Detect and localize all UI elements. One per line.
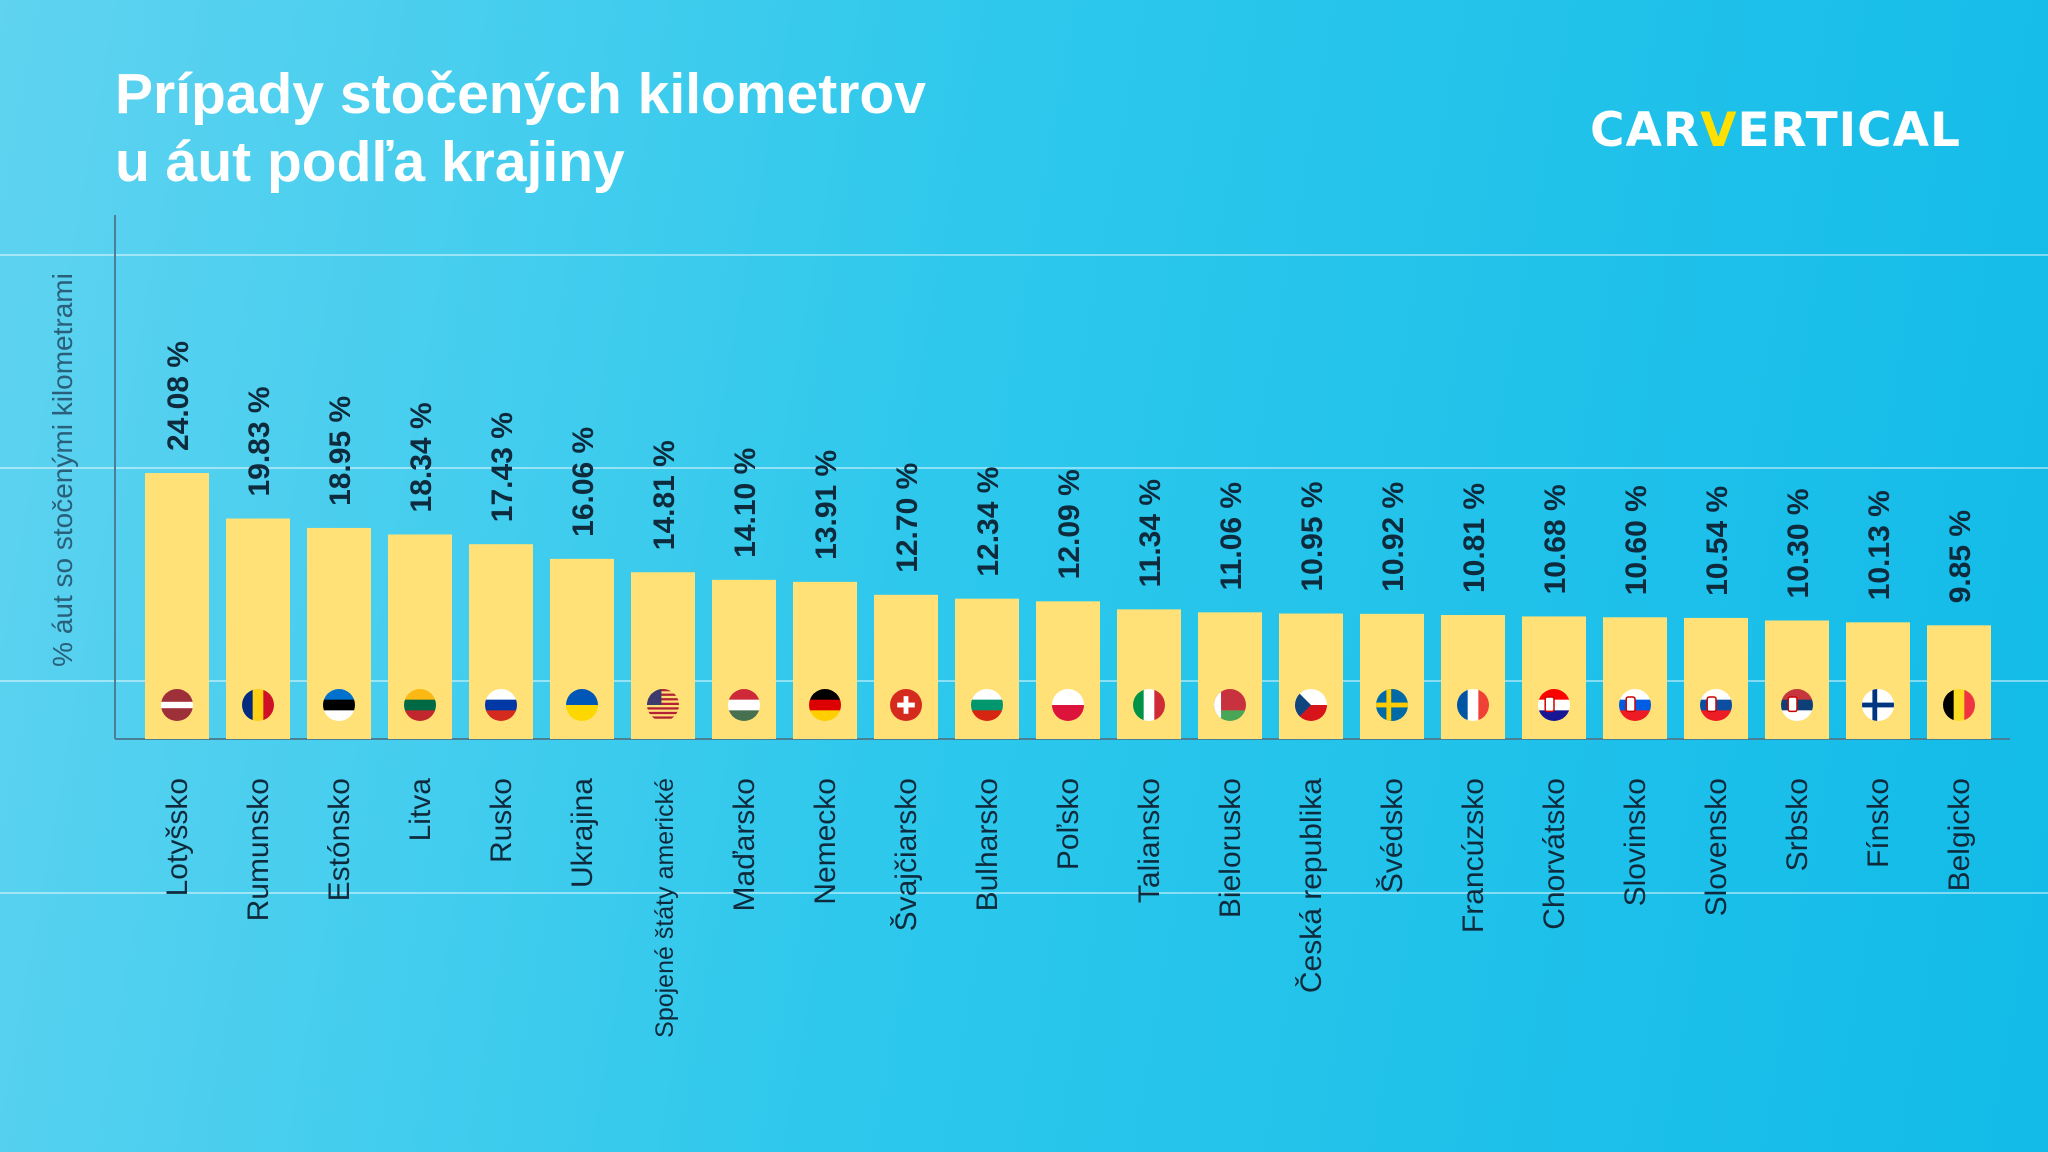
value-label: 11.34 % [1134,479,1167,587]
logo-text-ertical: ERTICAL [1737,103,1961,158]
croatia-flag-icon [1538,689,1570,721]
category-label: Fínsko [1862,778,1895,868]
category-label: Rusko [485,778,518,863]
category-label: Rumunsko [242,778,275,921]
value-label: 18.95 % [324,396,357,506]
value-label: 17.43 % [486,412,519,522]
value-label: 24.08 % [162,341,195,451]
value-label: 10.54 % [1701,486,1734,596]
value-label: 10.60 % [1620,485,1653,595]
y-axis-label: % áut so stočenými kilometrami [47,273,78,667]
category-label: Ukrajina [566,778,599,888]
switzerland-flag-icon [890,689,922,721]
value-label: 9.85 % [1944,510,1977,603]
france-flag-icon [1457,689,1489,721]
value-label: 10.13 % [1863,490,1896,600]
estonia-flag-icon [323,689,355,721]
value-label: 10.30 % [1782,488,1815,598]
category-label: Francúzsko [1457,778,1490,933]
value-label: 16.06 % [567,427,600,537]
category-label: Bulharsko [971,778,1004,911]
czech-flag-icon [1295,689,1327,721]
carvertical-logo: CARVERTICAL [1590,103,1961,158]
slovenia-flag-icon [1619,689,1651,721]
value-label: 10.95 % [1296,481,1329,591]
category-label: Švédsko [1375,778,1409,893]
slovakia-flag-icon [1700,689,1732,721]
logo-text-car: CAR [1590,103,1701,158]
category-label: Slovinsko [1619,778,1652,906]
romania-flag-icon [242,689,274,721]
chart-title-line-2: u áut podľa krajiny [115,130,625,194]
category-label: Česká republika [1294,778,1328,993]
bulgaria-flag-icon [971,689,1003,721]
value-label: 19.83 % [243,386,276,496]
bars-group: 24.08 % Lotyšsko 19.83 % Rumunsko 18.95 % Est… [145,341,1991,1038]
value-label: 18.34 % [405,402,438,512]
lithuania-flag-icon [404,689,436,721]
category-label: Poľsko [1052,778,1085,870]
category-label: Taliansko [1133,778,1166,903]
category-label: Švajčiarsko [889,778,923,931]
logo-text-v: V [1700,103,1738,158]
serbia-flag-icon [1781,689,1813,721]
value-label: 10.92 % [1377,482,1410,592]
belarus-flag-icon [1214,689,1246,721]
value-label: 14.81 % [648,440,681,550]
category-label: Maďarsko [728,778,761,911]
chart-title: Prípady stočených kilometrov u áut podľa… [115,60,926,196]
bar-7 [631,572,695,739]
ukraine-flag-icon [566,689,598,721]
value-label: 14.10 % [729,448,762,558]
category-label: Estónsko [323,778,356,901]
category-label: Nemecko [809,778,842,905]
hungary-flag-icon [728,689,760,721]
usa-flag-icon [647,689,679,719]
chart-title-line-1: Prípady stočených kilometrov [115,62,926,126]
category-label: Litva [404,778,437,842]
category-label: Chorvátsko [1538,778,1571,930]
belgium-flag-icon [1943,689,1975,721]
bar-21 [1765,620,1829,739]
category-label: Slovensko [1700,778,1733,916]
value-label: 10.81 % [1458,483,1491,593]
category-label: Belgicko [1943,778,1976,891]
germany-flag-icon [809,689,841,721]
latvia-flag-icon [161,689,193,721]
category-label: Bielorusko [1214,778,1247,918]
sweden-flag-icon [1376,689,1408,721]
value-label: 12.09 % [1053,469,1086,579]
poland-flag-icon [1052,689,1084,721]
russia-flag-icon [485,689,517,721]
value-label: 11.06 % [1215,482,1248,590]
category-label: Lotyšsko [161,778,194,896]
category-label: Spojené štáty americké [651,778,679,1038]
value-label: 12.34 % [972,467,1005,577]
value-label: 10.68 % [1539,484,1572,594]
category-label: Srbsko [1781,778,1814,871]
finland-flag-icon [1862,689,1894,721]
bar-23 [1927,625,1991,739]
value-label: 13.91 % [810,450,843,560]
italy-flag-icon [1133,689,1165,721]
value-label: 12.70 % [891,463,924,573]
bar-22 [1846,622,1910,739]
